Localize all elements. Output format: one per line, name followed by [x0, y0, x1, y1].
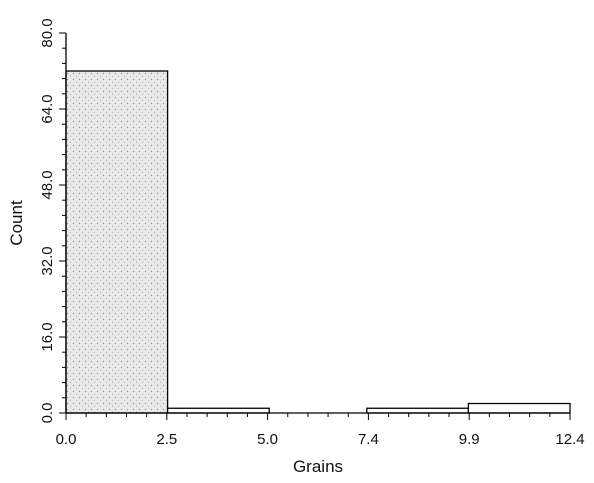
- histogram-bar-4: [467, 402, 571, 414]
- ticks-group: 0.0 2.5 5.0 7.4 9.9 12.4 0.0 16.0 32.0 48.0 64.0 80…: [39, 18, 585, 448]
- y-tick-label: 16.0: [39, 322, 56, 351]
- histogram-bar-1: [166, 407, 270, 414]
- y-tick-label: 0.0: [39, 403, 56, 424]
- histogram-bar-3: [366, 407, 470, 414]
- x-tick-label: 2.5: [156, 431, 177, 448]
- histogram-bar-0: [65, 70, 169, 414]
- y-tick-label: 48.0: [39, 170, 56, 199]
- x-tick-label: 7.4: [358, 431, 379, 448]
- y-tick-label: 64.0: [39, 94, 56, 123]
- y-tick-label: 80.0: [39, 18, 56, 47]
- bars-group: [65, 70, 571, 414]
- x-tick-label: 5.0: [257, 431, 278, 448]
- x-tick-label: 9.9: [459, 431, 480, 448]
- x-tick-label: 0.0: [56, 431, 77, 448]
- x-tick-label: 12.4: [555, 431, 584, 448]
- y-tick-label: 32.0: [39, 246, 56, 275]
- x-axis-title: Grains: [293, 457, 343, 476]
- y-axis-title: Count: [7, 200, 26, 246]
